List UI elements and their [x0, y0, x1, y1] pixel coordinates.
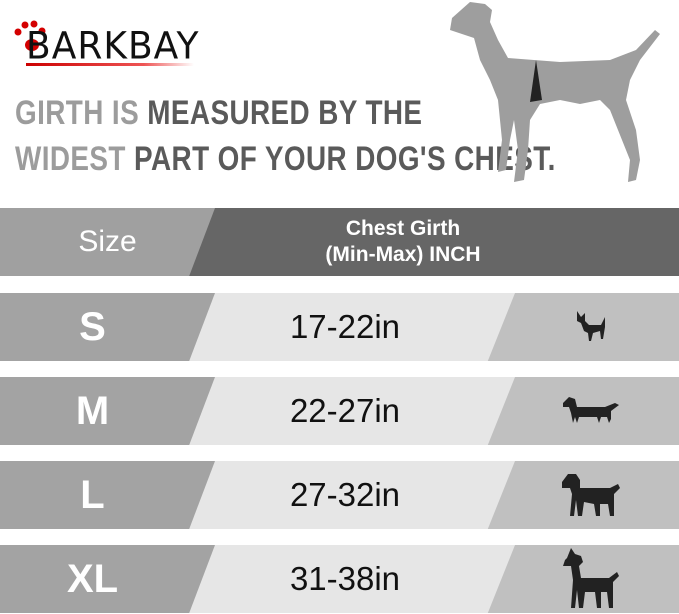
header-size: Size — [0, 208, 215, 276]
measured-dog-icon — [450, 2, 660, 182]
headline-line-2: WIDEST PART OF YOUR DOG'S CHEST. — [15, 140, 556, 178]
girth-value: 27-32in — [175, 461, 515, 529]
size-label: L — [0, 461, 215, 529]
chihuahua-icon — [483, 293, 679, 361]
girth-value: 17-22in — [175, 293, 515, 361]
paw-icon — [14, 20, 46, 51]
table-row: 31-38in XL — [0, 545, 679, 613]
size-label: S — [0, 293, 215, 361]
size-label: XL — [0, 545, 215, 613]
girth-value: 22-27in — [175, 377, 515, 445]
dachshund-icon — [483, 377, 679, 445]
logo-underline — [26, 63, 194, 66]
table-header: Chest Girth (Min-Max) INCH Size — [0, 208, 679, 276]
size-label: M — [0, 377, 215, 445]
labrador-icon — [483, 461, 679, 529]
great-dane-icon — [483, 545, 679, 613]
girth-value: 31-38in — [175, 545, 515, 613]
table-row: 22-27in M — [0, 377, 679, 445]
brand-logo: BARKBAY — [12, 18, 198, 68]
header-chest-girth: Chest Girth (Min-Max) INCH — [187, 208, 679, 276]
logo-text: BARKBAY — [26, 24, 200, 69]
headline-line-1: GIRTH IS MEASURED BY THE — [15, 94, 423, 132]
table-row: 27-32in L — [0, 461, 679, 529]
table-row: 17-22in S — [0, 293, 679, 361]
